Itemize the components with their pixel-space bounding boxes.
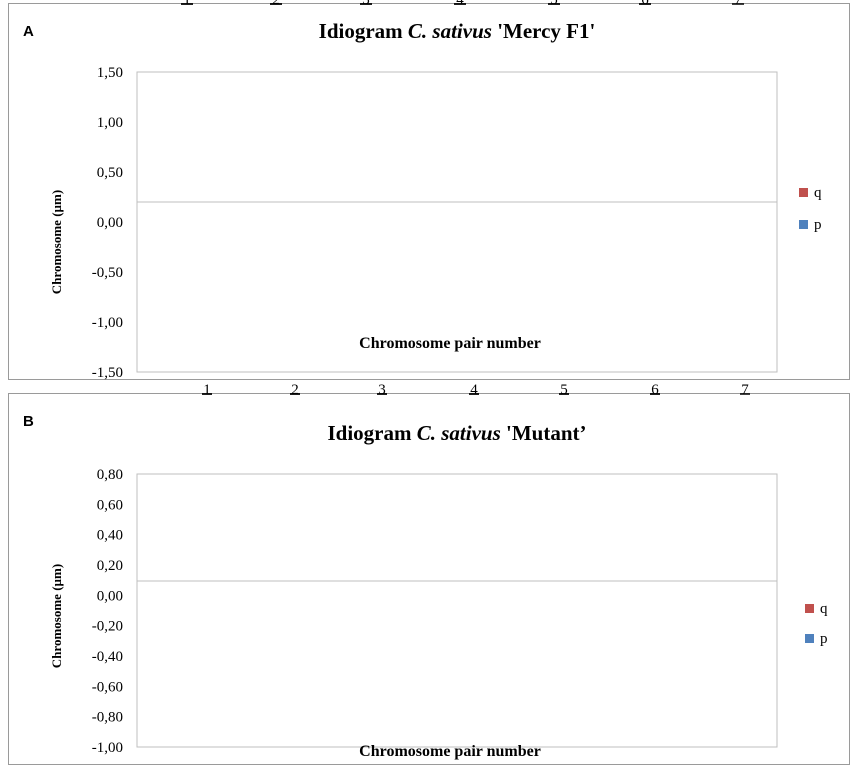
chartb-category-label: 2	[291, 382, 299, 398]
charta-y-tick-label: -1,00	[92, 315, 123, 331]
chartb-y-tick-label: -0,60	[92, 679, 123, 695]
chartb-y-tick-label: 0,00	[97, 588, 123, 604]
charta-panel-letter: A	[23, 23, 34, 40]
charta-category-label: 4	[456, 0, 464, 8]
charta-category-label: 6	[641, 0, 649, 8]
chartb-legend-q-swatch	[805, 604, 814, 613]
chart-b: B Idiogram C. sativus 'Mutant’ 0,80 0,60 0,4…	[23, 382, 828, 760]
chartb-title: Idiogram C. sativus 'Mutant’	[327, 421, 586, 445]
charta-title-italic: C. sativus	[408, 19, 492, 43]
chartb-y-axis-label: Chromosome (µm)	[49, 564, 64, 668]
charta-category-label: 1	[183, 0, 191, 8]
charta-title-post: 'Mercy F1'	[492, 19, 595, 43]
charta-y-tick-label: 0,00	[97, 215, 123, 231]
chartb-y-tick-label: -0,80	[92, 710, 123, 726]
charta-title: Idiogram C. sativus 'Mercy F1'	[319, 19, 596, 43]
chartb-x-axis-label: Chromosome pair number	[359, 743, 541, 760]
chartb-y-tick-label: -0,20	[92, 619, 123, 635]
panel-a: A Idiogram C. sativus 'Mercy F1' 1,50 1,00 0…	[8, 0, 850, 381]
chartb-category-label: 6	[651, 382, 659, 398]
charta-y-tick-label: -0,50	[92, 265, 123, 281]
chartb-y-tick-label: -0,40	[92, 649, 123, 665]
chartb-title-italic: C. sativus	[417, 421, 501, 445]
panel-b: B Idiogram C. sativus 'Mutant’ 0,80 0,60 0,4…	[8, 382, 850, 765]
chartb-title-post: 'Mutant’	[501, 421, 587, 445]
chartb-category-label: 5	[560, 382, 568, 398]
charta-legend-q-swatch	[799, 188, 808, 197]
chartb-category-label: 1	[203, 382, 211, 398]
chart-a: A Idiogram C. sativus 'Mercy F1' 1,50 1,00 0…	[23, 0, 822, 381]
chartb-legend-p-label: p	[820, 631, 828, 647]
charta-category-label: 3	[362, 0, 370, 8]
charta-category-label: 7	[734, 0, 742, 8]
chartb-y-tick-label: 0,40	[97, 528, 123, 544]
charta-x-axis-label: Chromosome pair number	[359, 335, 541, 352]
charta-y-tick-label: 0,50	[97, 165, 123, 181]
charta-y-axis-label: Chromosome (µm)	[49, 190, 64, 294]
charta-category-label: 5	[550, 0, 558, 8]
chartb-y-tick-label: 0,60	[97, 497, 123, 513]
charta-y-tick-label: 1,50	[97, 65, 123, 81]
charta-y-tick-label: 1,00	[97, 115, 123, 131]
chartb-y-tick-label: 0,80	[97, 467, 123, 483]
charta-legend-p-swatch	[799, 220, 808, 229]
chartb-legend-p-swatch	[805, 634, 814, 643]
charta-category-label: 2	[272, 0, 280, 8]
charta-plot-area	[136, 71, 778, 373]
chartb-panel-letter: B	[23, 413, 34, 430]
chartb-title-pre: Idiogram	[327, 421, 416, 445]
chartb-category-label: 4	[470, 382, 478, 398]
chartb-y-tick-label: 0,20	[97, 558, 123, 574]
chartb-plot-area	[136, 473, 778, 748]
chartb-category-label: 7	[741, 382, 749, 398]
chartb-legend-q-label: q	[820, 601, 828, 617]
chartb-category-label: 3	[378, 382, 386, 398]
charta-legend-q-label: q	[814, 185, 822, 201]
charta-legend-p-label: p	[814, 217, 822, 233]
charta-y-tick-label: -1,50	[92, 365, 123, 381]
chartb-y-tick-label: -1,00	[92, 740, 123, 756]
charta-title-pre: Idiogram	[319, 19, 408, 43]
